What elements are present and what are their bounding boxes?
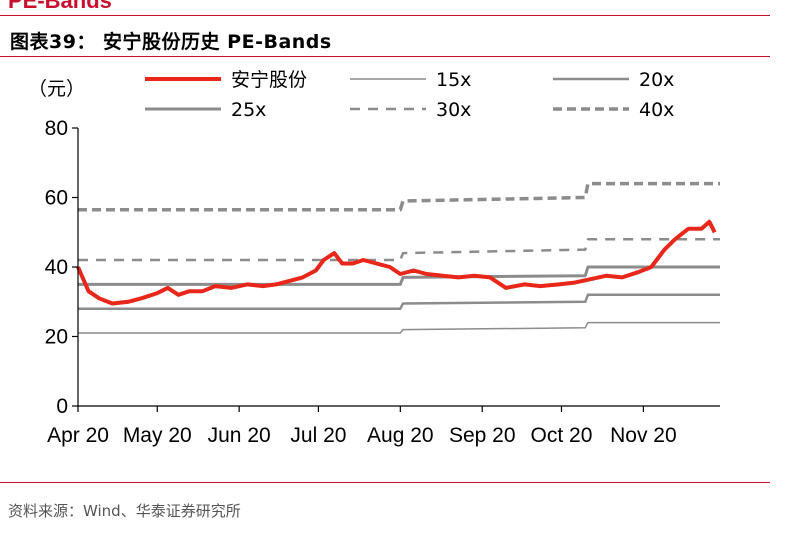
x-tick-label: Sep 20 [449, 424, 516, 447]
header-rule [0, 15, 770, 16]
unit-label: （元） [28, 78, 85, 100]
series-line-40x [78, 181, 720, 212]
series-line-15x [78, 321, 720, 334]
x-tick-label: Nov 20 [610, 424, 677, 447]
legend-label-15x: 15x [436, 69, 471, 91]
series-line-30x [78, 237, 720, 262]
chart: 安宁股份 15x 20x 25x 30x 40x 0 20 40 60 80 Apr 20 May 2… [28, 69, 720, 447]
legend-label-40x: 40x [639, 99, 674, 121]
legend-label-25x: 25x [231, 99, 266, 121]
figure-title: 图表39： 安宁股份历史 PE-Bands [10, 31, 332, 53]
x-tick-label: Oct 20 [531, 424, 593, 447]
series-line-25x [78, 265, 720, 286]
source-note: 资料来源：Wind、华泰证券研究所 [8, 502, 241, 520]
legend: 安宁股份 15x 20x 25x 30x 40x [145, 69, 674, 121]
chart-axes: 0 20 40 60 80 Apr 20 May 20 Jun 20 Jul 20 Aug 20 S… [28, 78, 720, 447]
legend-label-安宁股份: 安宁股份 [231, 69, 307, 91]
x-tick-label: Apr 20 [47, 424, 109, 447]
x-tick-label: Aug 20 [367, 424, 434, 447]
legend-label-20x: 20x [639, 69, 674, 91]
y-tick-label: 0 [56, 395, 68, 418]
top-strip: PE-Bands [0, 0, 805, 14]
legend-label-30x: 30x [436, 99, 471, 121]
top-strip-text: PE-Bands [8, 0, 112, 13]
chart-series [76, 181, 720, 334]
y-tick-label: 80 [45, 117, 68, 140]
series-line-安宁股份 [76, 219, 717, 306]
x-tick-label: Jun 20 [208, 424, 271, 447]
y-tick-label: 60 [45, 187, 68, 210]
series-line-20x [78, 293, 720, 310]
title-rule [0, 56, 770, 57]
x-tick-label: Jul 20 [290, 424, 346, 447]
x-tick-label: May 20 [123, 424, 192, 447]
y-tick-label: 40 [45, 256, 68, 279]
y-tick-label: 20 [45, 326, 68, 349]
footer-rule [0, 482, 770, 483]
